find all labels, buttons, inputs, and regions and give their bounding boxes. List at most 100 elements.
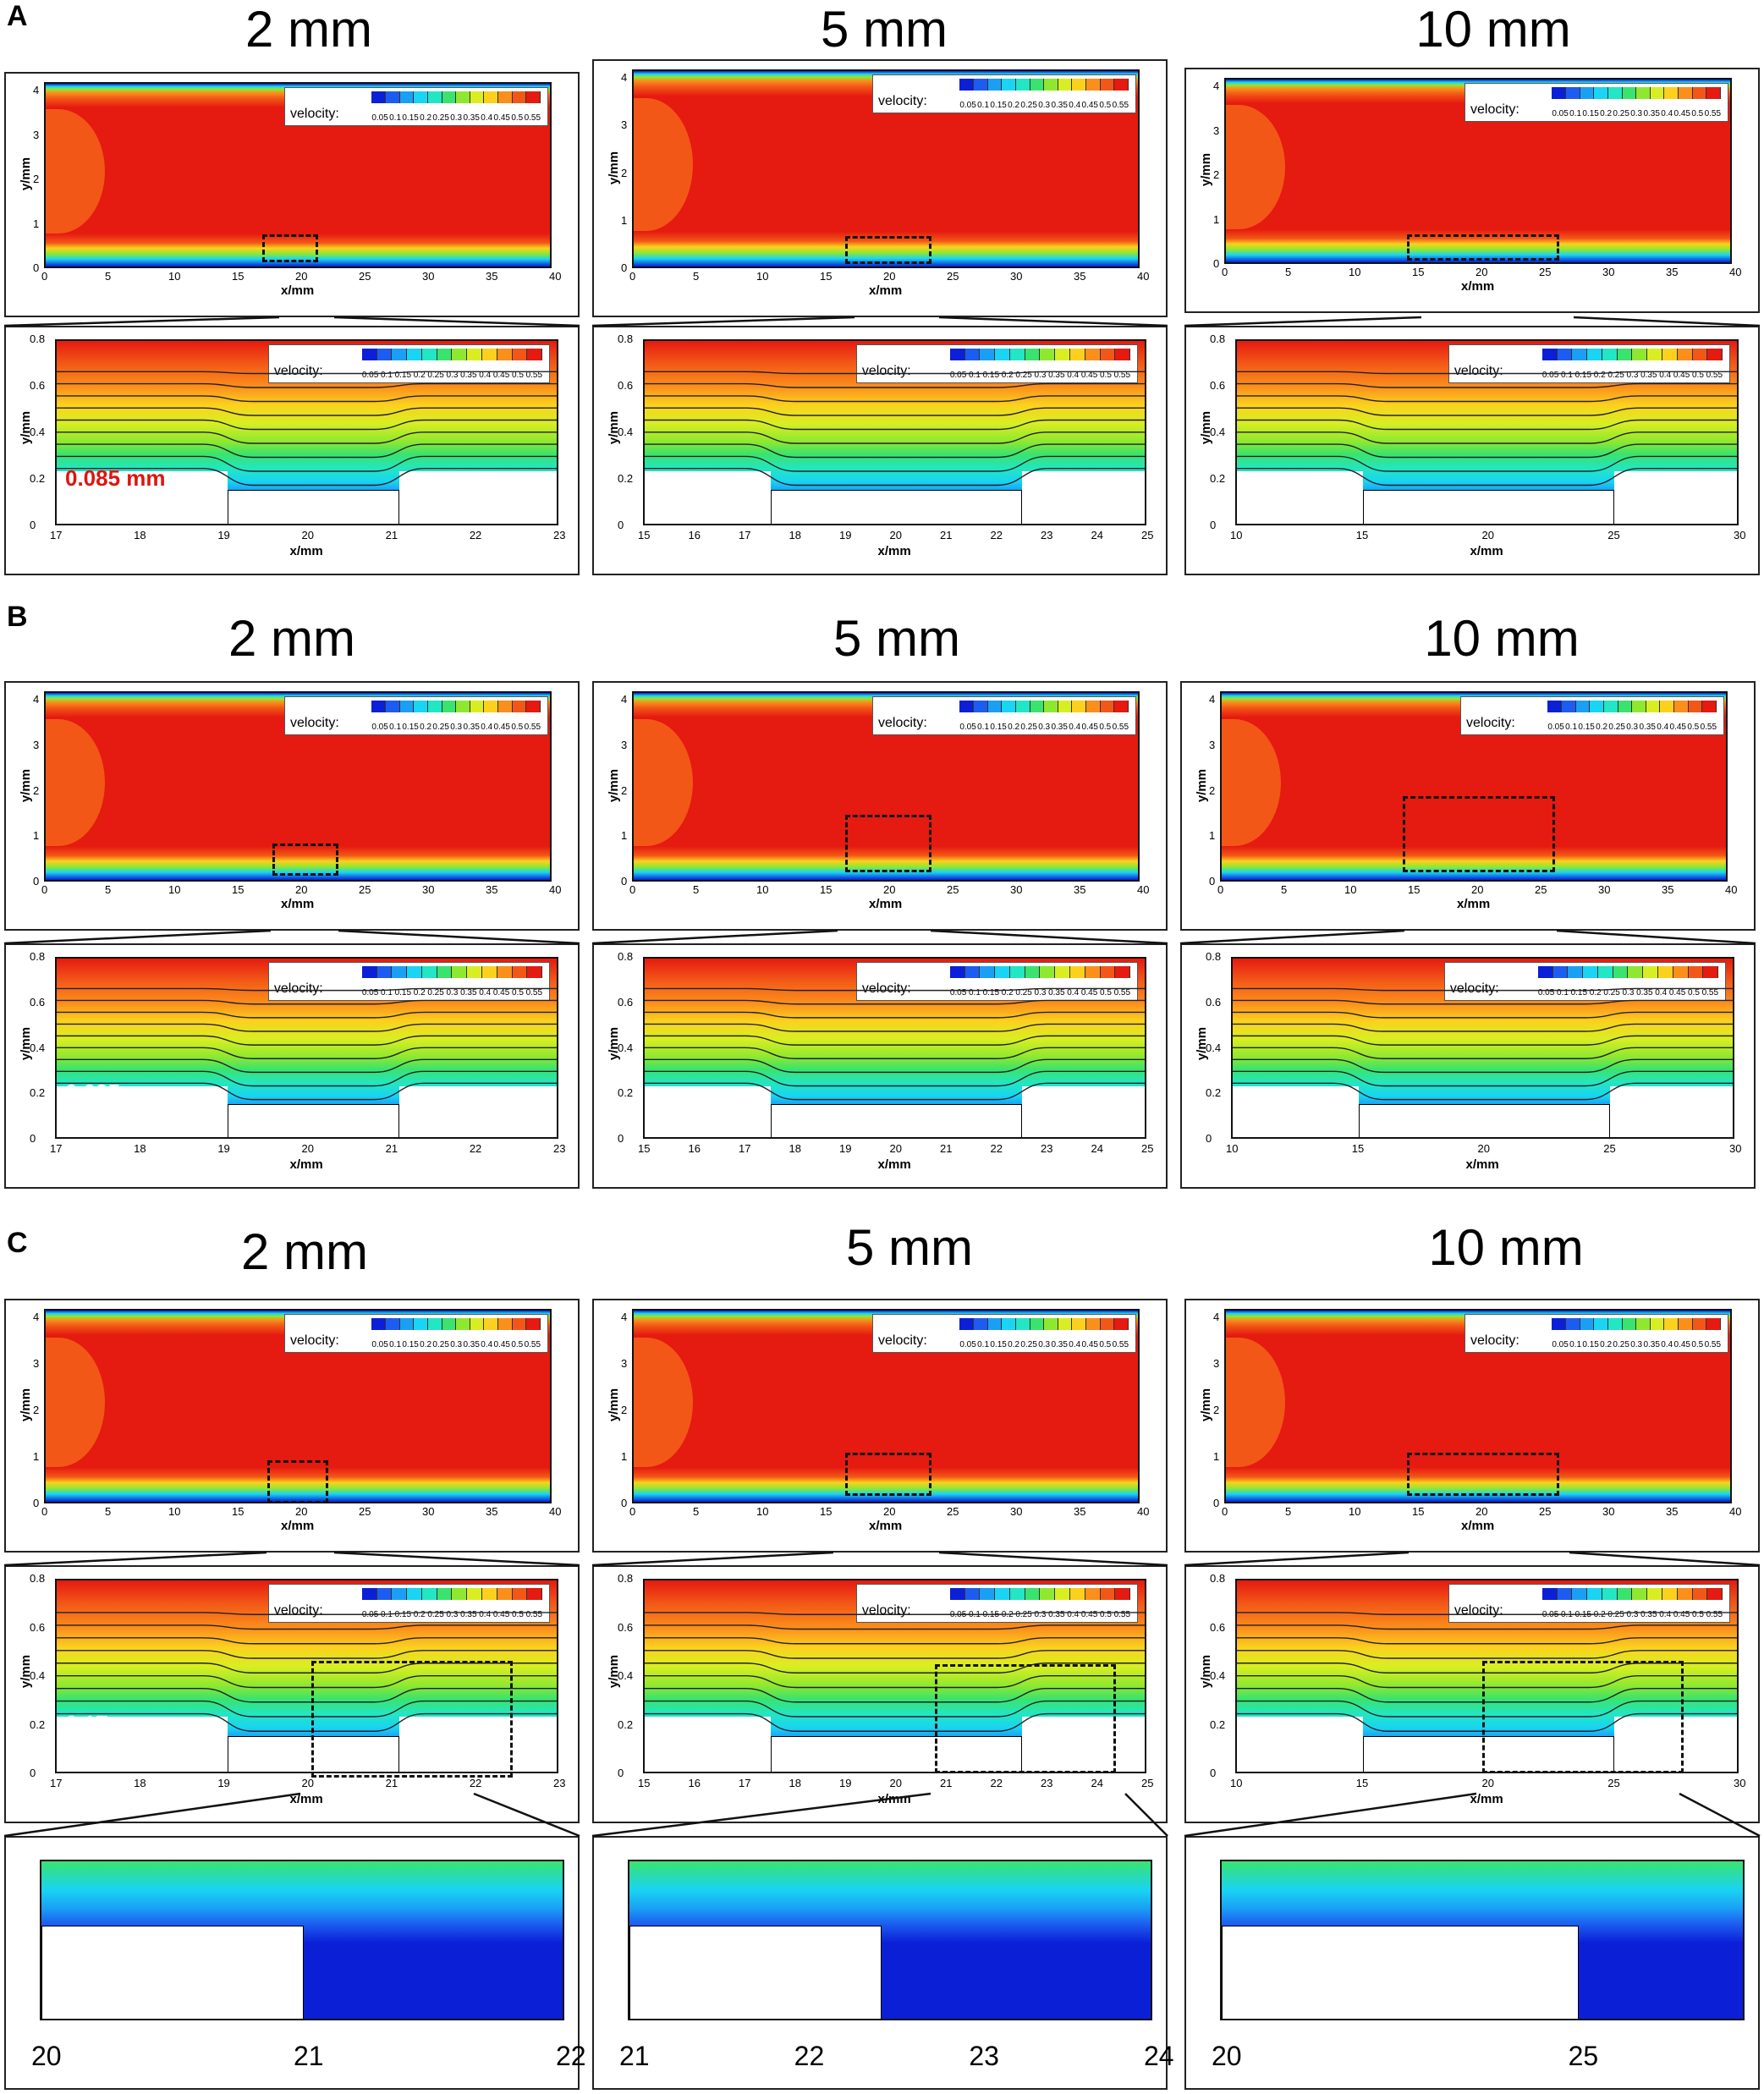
a-2mm-zoom-streamline-7 (57, 443, 557, 459)
a-10mm-zoom-legend-tick-0: 0.05 (1541, 371, 1559, 380)
a-5mm-overview-legend: m/svelocity:0.050.10.150.20.250.30.350.4… (872, 74, 1136, 113)
section-letter-c: C (7, 1227, 28, 1259)
c-2mm-zoom-xtick-4: 21 (385, 1777, 398, 1789)
c-5mm-zoom-ytick-2: 0.4 (618, 1669, 634, 1682)
a-10mm-zoom-legend: m/svelocity:0.050.10.150.20.250.30.350.4… (1448, 344, 1731, 383)
b-5mm-zoom-ytick-1: 0.2 (618, 1086, 634, 1100)
a-2mm-zoom-legend-tick-6: 0.35 (460, 371, 477, 380)
b-5mm-overview-xtick-2: 10 (756, 883, 769, 896)
c-5mm-zoom-legend-tick-4: 0.25 (1015, 1610, 1032, 1619)
c-5mm-zoom-legend-swatch-3 (995, 1588, 1010, 1600)
c-2mm-zoom-legend-tick-2: 0.15 (394, 1610, 412, 1619)
c-10mm-zoom-xtick-3: 25 (1607, 1777, 1620, 1789)
c-5mm-zoom: m/svelocity:0.050.10.150.20.250.30.350.4… (592, 1565, 1168, 1823)
a-5mm-overview-legend-swatch-7 (1058, 79, 1073, 91)
c-2mm-zoom-streamline-4 (57, 1650, 557, 1659)
c-5mm-detail-plot (628, 1860, 1152, 2020)
b-10mm-zoom-legend-tick-5: 0.3 (1622, 988, 1635, 998)
b-2mm-zoom-xtick-5: 22 (469, 1142, 482, 1155)
a-5mm-zoom-xtick-0: 15 (638, 529, 651, 541)
a-10mm-zoom-ytick-2: 0.4 (1210, 426, 1226, 438)
a-5mm-overview-legend-tick-7: 0.4 (1069, 101, 1081, 110)
a-10mm-overview-legend-swatch-2 (1580, 87, 1595, 99)
a-5mm-zoom-legend-tick-3: 0.2 (1001, 371, 1014, 380)
a-10mm-zoom-xtick-4: 30 (1734, 529, 1746, 541)
b-5mm-zoom-legend-tick-7: 0.4 (1067, 988, 1080, 998)
b-2mm-overview-ytick-4: 4 (33, 693, 40, 706)
c-2mm-detail: 20 21 22 (4, 1836, 586, 2090)
a-10mm-zoom-streamline-3 (1237, 395, 1737, 403)
a-2mm-overview-legend-tick-2: 0.15 (402, 113, 419, 123)
b-2mm-zoom-legend-swatch-6 (452, 966, 468, 978)
b-10mm-overview-legend-swatch-0 (1547, 701, 1562, 712)
b-10mm-zoom-streamline-6 (1233, 1047, 1733, 1059)
a-10mm-overview-legend-swatch-1 (1565, 87, 1580, 99)
b-2mm-overview-xtick-3: 15 (232, 883, 245, 896)
c-2mm-zoom-legend-tick-10: 0.55 (525, 1610, 543, 1619)
a-5mm-overview-legend-tick-4: 0.25 (1020, 101, 1037, 110)
a-5mm-overview-legend-swatch-5 (1030, 79, 1045, 91)
a-10mm-zoom-legend-swatch-3 (1587, 349, 1602, 360)
b-5mm-overview-xtick-5: 25 (947, 883, 959, 896)
c-5mm-zoom-streamline-6 (645, 1675, 1145, 1689)
c-5mm-overview-legend-ticks: 0.05 0.1 0.15 0.2 0.25 0.3 0.35 0.4 0.45 0.5 0.55 (959, 1340, 1129, 1349)
c-2mm-overview-ytick-2: 2 (33, 1404, 40, 1416)
a-10mm-overview-legend-tick-9: 0.5 (1691, 109, 1704, 118)
connector-line-10 (1179, 929, 1405, 945)
b-5mm-overview-legend-swatch-9 (1086, 701, 1101, 712)
a-5mm-zoom-xtick-10: 25 (1141, 529, 1154, 541)
c-2mm-overview-legend-tick-9: 0.5 (511, 1340, 524, 1349)
a-5mm-zoom-streamline-2 (645, 382, 1145, 388)
c-2mm-zoom-detail-box (311, 1660, 514, 1778)
c-2mm-overview-legend-colorbar (371, 1318, 541, 1330)
a-5mm-zoom-legend-swatch-6 (1040, 349, 1056, 360)
c-5mm-zoom-ytick-3: 0.6 (618, 1620, 634, 1634)
c-2mm-overview-legend-swatch-2 (399, 1318, 415, 1330)
b-5mm-zoom-legend-tick-5: 0.3 (1034, 988, 1047, 998)
a-2mm-overview-legend-tick-6: 0.35 (463, 113, 480, 123)
a-5mm-overview-legend-swatch-4 (1015, 79, 1030, 91)
b-10mm-overview-xtick-1: 5 (1281, 883, 1288, 896)
a-10mm-zoom-legend-swatch-11 (1707, 349, 1723, 360)
a-5mm-overview-legend-label: velocity: (878, 94, 927, 108)
c-10mm-overview-legend-colorbar (1552, 1318, 1722, 1330)
b-2mm-zoom-legend-label: velocity: (273, 981, 323, 996)
b-2mm-zoom-streamline-8 (57, 1070, 557, 1087)
a-2mm-zoom-streamline-4 (57, 407, 557, 416)
b-10mm-zoom-xtick-4: 30 (1729, 1142, 1742, 1155)
c-5mm-zoom-legend-tick-6: 0.35 (1048, 1610, 1065, 1619)
a-2mm-overview-legend-swatch-7 (470, 91, 485, 103)
b-5mm-zoom-legend-swatch-1 (964, 966, 981, 978)
a-2mm-zoom-legend-tick-3: 0.2 (413, 371, 426, 380)
c-2mm-overview-legend-swatch-4 (427, 1318, 442, 1330)
c-2mm-overview-legend-swatch-8 (484, 1318, 499, 1330)
a-10mm-overview-legend-swatch-7 (1650, 87, 1665, 99)
b-5mm-overview-legend-swatch-7 (1058, 701, 1073, 712)
b-5mm-overview-legend-colorbar (959, 701, 1129, 712)
c-2mm-overview-ylabel: y/mm (19, 1388, 34, 1422)
a-5mm-overview-legend-swatch-6 (1044, 79, 1058, 91)
c-10mm-overview-ytick-1: 1 (1213, 1450, 1220, 1463)
a-2mm-overview-legend-swatch-5 (442, 91, 457, 103)
a-10mm-zoom-ytick-3: 0.6 (1210, 379, 1226, 392)
a-2mm-overview-legend-swatch-6 (456, 91, 470, 103)
a-5mm-overview-legend-swatch-11 (1114, 79, 1129, 91)
b-2mm-overview-legend-tick-0: 0.05 (371, 723, 388, 732)
b-10mm-zoom-plot: m/svelocity:0.050.10.150.20.250.30.350.4… (1231, 957, 1734, 1139)
c-10mm-detail-xtick-0: 20 (1212, 2041, 1242, 2071)
b-2mm-zoom-legend: m/svelocity:0.050.10.150.20.250.30.350.4… (267, 962, 551, 1001)
a-10mm-zoom-legend-swatch-10 (1692, 349, 1708, 360)
a-2mm-overview-ytick-0: 0 (33, 261, 40, 274)
a-5mm-overview-ytick-3: 3 (621, 118, 628, 132)
c-5mm-zoom-legend-swatch-6 (1040, 1588, 1056, 1600)
b-2mm-zoom-streamline-9 (57, 1082, 557, 1101)
b-2mm-overview-legend-ticks: 0.05 0.1 0.15 0.2 0.25 0.3 0.35 0.4 0.45 0.5 0.55 (371, 723, 541, 732)
b-5mm-zoom-legend-swatch-0 (949, 966, 965, 978)
a-2mm-zoom-cavity (228, 490, 399, 524)
a-10mm-zoom-legend-swatch-5 (1617, 349, 1633, 360)
c-5mm-overview-legend-tick-10: 0.55 (1112, 1340, 1129, 1349)
a-5mm-zoom-legend-tick-9: 0.5 (1100, 371, 1112, 380)
c-10mm-overview-legend-swatch-3 (1594, 1318, 1608, 1330)
c-5mm-zoom-xtick-5: 20 (889, 1777, 902, 1789)
a-2mm-overview-legend-colorbar (371, 91, 541, 103)
